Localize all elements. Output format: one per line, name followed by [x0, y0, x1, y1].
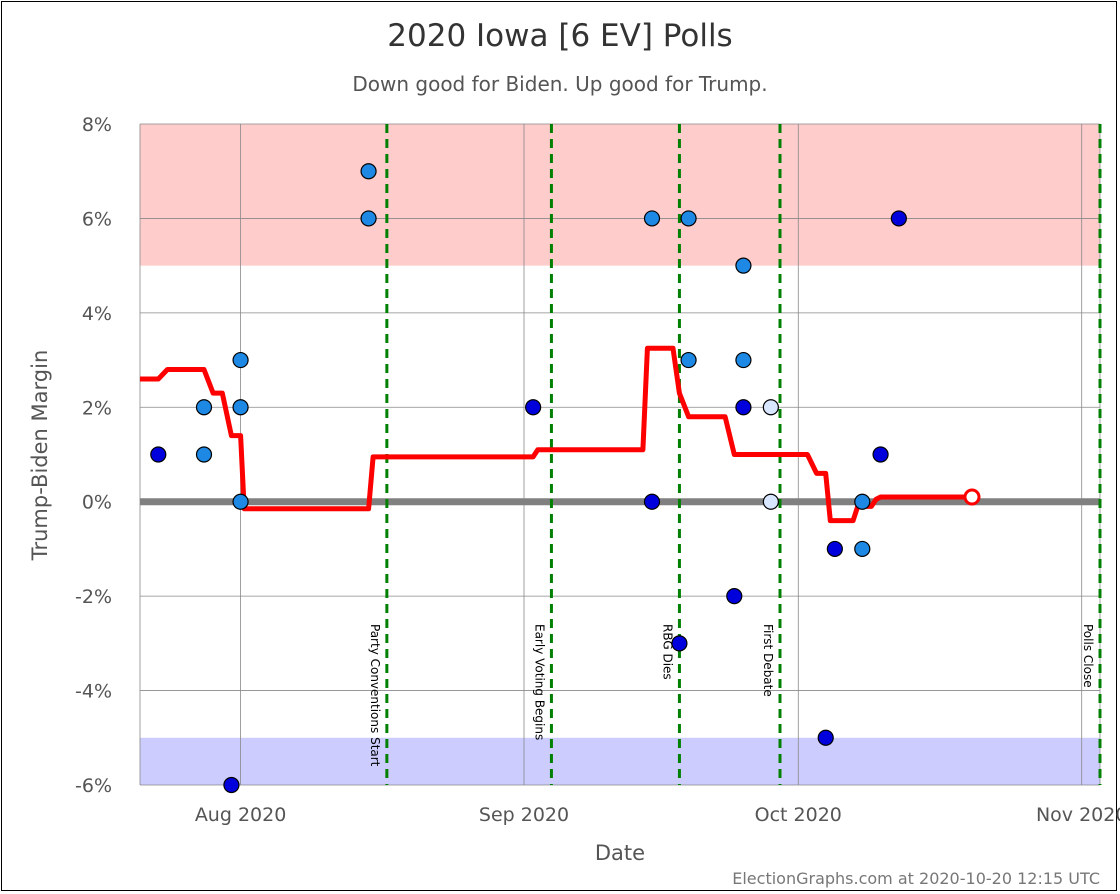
poll-point: [360, 163, 377, 180]
average-layer: [140, 345, 981, 524]
poll-point: [680, 351, 697, 369]
poll-point: [890, 210, 907, 227]
y-tick-label: 8%: [82, 114, 112, 136]
poll-point: [232, 399, 249, 416]
band-0: [140, 124, 1100, 266]
points-layer: [150, 163, 907, 794]
y-tick-labels: 8% 6% 4% 2% 0% -2% -4% -6%: [75, 114, 112, 797]
y-axis-label: Trump-Biden Margin: [28, 350, 52, 562]
poll-point: [232, 493, 249, 510]
poll-point: [762, 399, 779, 416]
poll-point: [735, 257, 752, 274]
x-tick-label: Aug 2020: [195, 804, 287, 826]
poll-point: [735, 351, 752, 369]
chart-title: 2020 Iowa [6 EV] Polls: [387, 18, 732, 54]
average-line: [140, 345, 972, 524]
poll-point: [726, 588, 743, 605]
footer-credit: ElectionGraphs.com at 2020-10-20 12:15 U…: [732, 869, 1100, 888]
poll-point: [643, 493, 661, 510]
poll-point: [735, 399, 752, 416]
poll-point: [232, 351, 249, 369]
poll-point: [872, 446, 889, 463]
event-label: Early Voting Begins: [532, 624, 546, 740]
x-axis-label: Date: [595, 841, 645, 865]
poll-point: [680, 210, 697, 227]
y-tick-label: 2%: [82, 397, 112, 419]
poll-point: [826, 540, 843, 558]
poll-point: [854, 493, 871, 510]
y-tick-label: 4%: [82, 303, 112, 325]
poll-point: [195, 399, 213, 416]
current-average-marker: [963, 488, 981, 506]
poll-point: [671, 635, 688, 652]
event-label: First Debate: [761, 624, 775, 697]
poll-point: [643, 210, 661, 227]
x-tick-label: Sep 2020: [479, 804, 569, 826]
poll-point: [854, 540, 871, 558]
y-tick-label: -2%: [75, 586, 112, 608]
y-tick-label: 6%: [82, 208, 112, 230]
x-tick-label: Nov 2020: [1036, 804, 1120, 826]
event-label: Polls Close: [1081, 624, 1095, 688]
event-label: RBG Dies: [660, 624, 674, 680]
y-tick-label: 0%: [82, 492, 112, 514]
poll-point: [150, 446, 167, 463]
event-label: Party Conventions Start: [368, 624, 382, 767]
x-tick-labels: Aug 2020 Sep 2020 Oct 2020 Nov 2020: [195, 804, 1120, 826]
poll-point: [762, 493, 779, 510]
poll-point: [223, 776, 240, 794]
y-tick-label: -6%: [75, 775, 112, 797]
poll-point: [525, 399, 542, 416]
bands-layer: [140, 124, 1100, 785]
band-1: [140, 737, 1100, 785]
y-tick-label: -4%: [75, 681, 112, 703]
x-tick-label: Oct 2020: [755, 804, 842, 826]
poll-point: [360, 210, 377, 227]
chart-subtitle: Down good for Biden. Up good for Trump.: [352, 72, 767, 96]
poll-point: [195, 446, 213, 463]
poll-point: [817, 729, 834, 746]
